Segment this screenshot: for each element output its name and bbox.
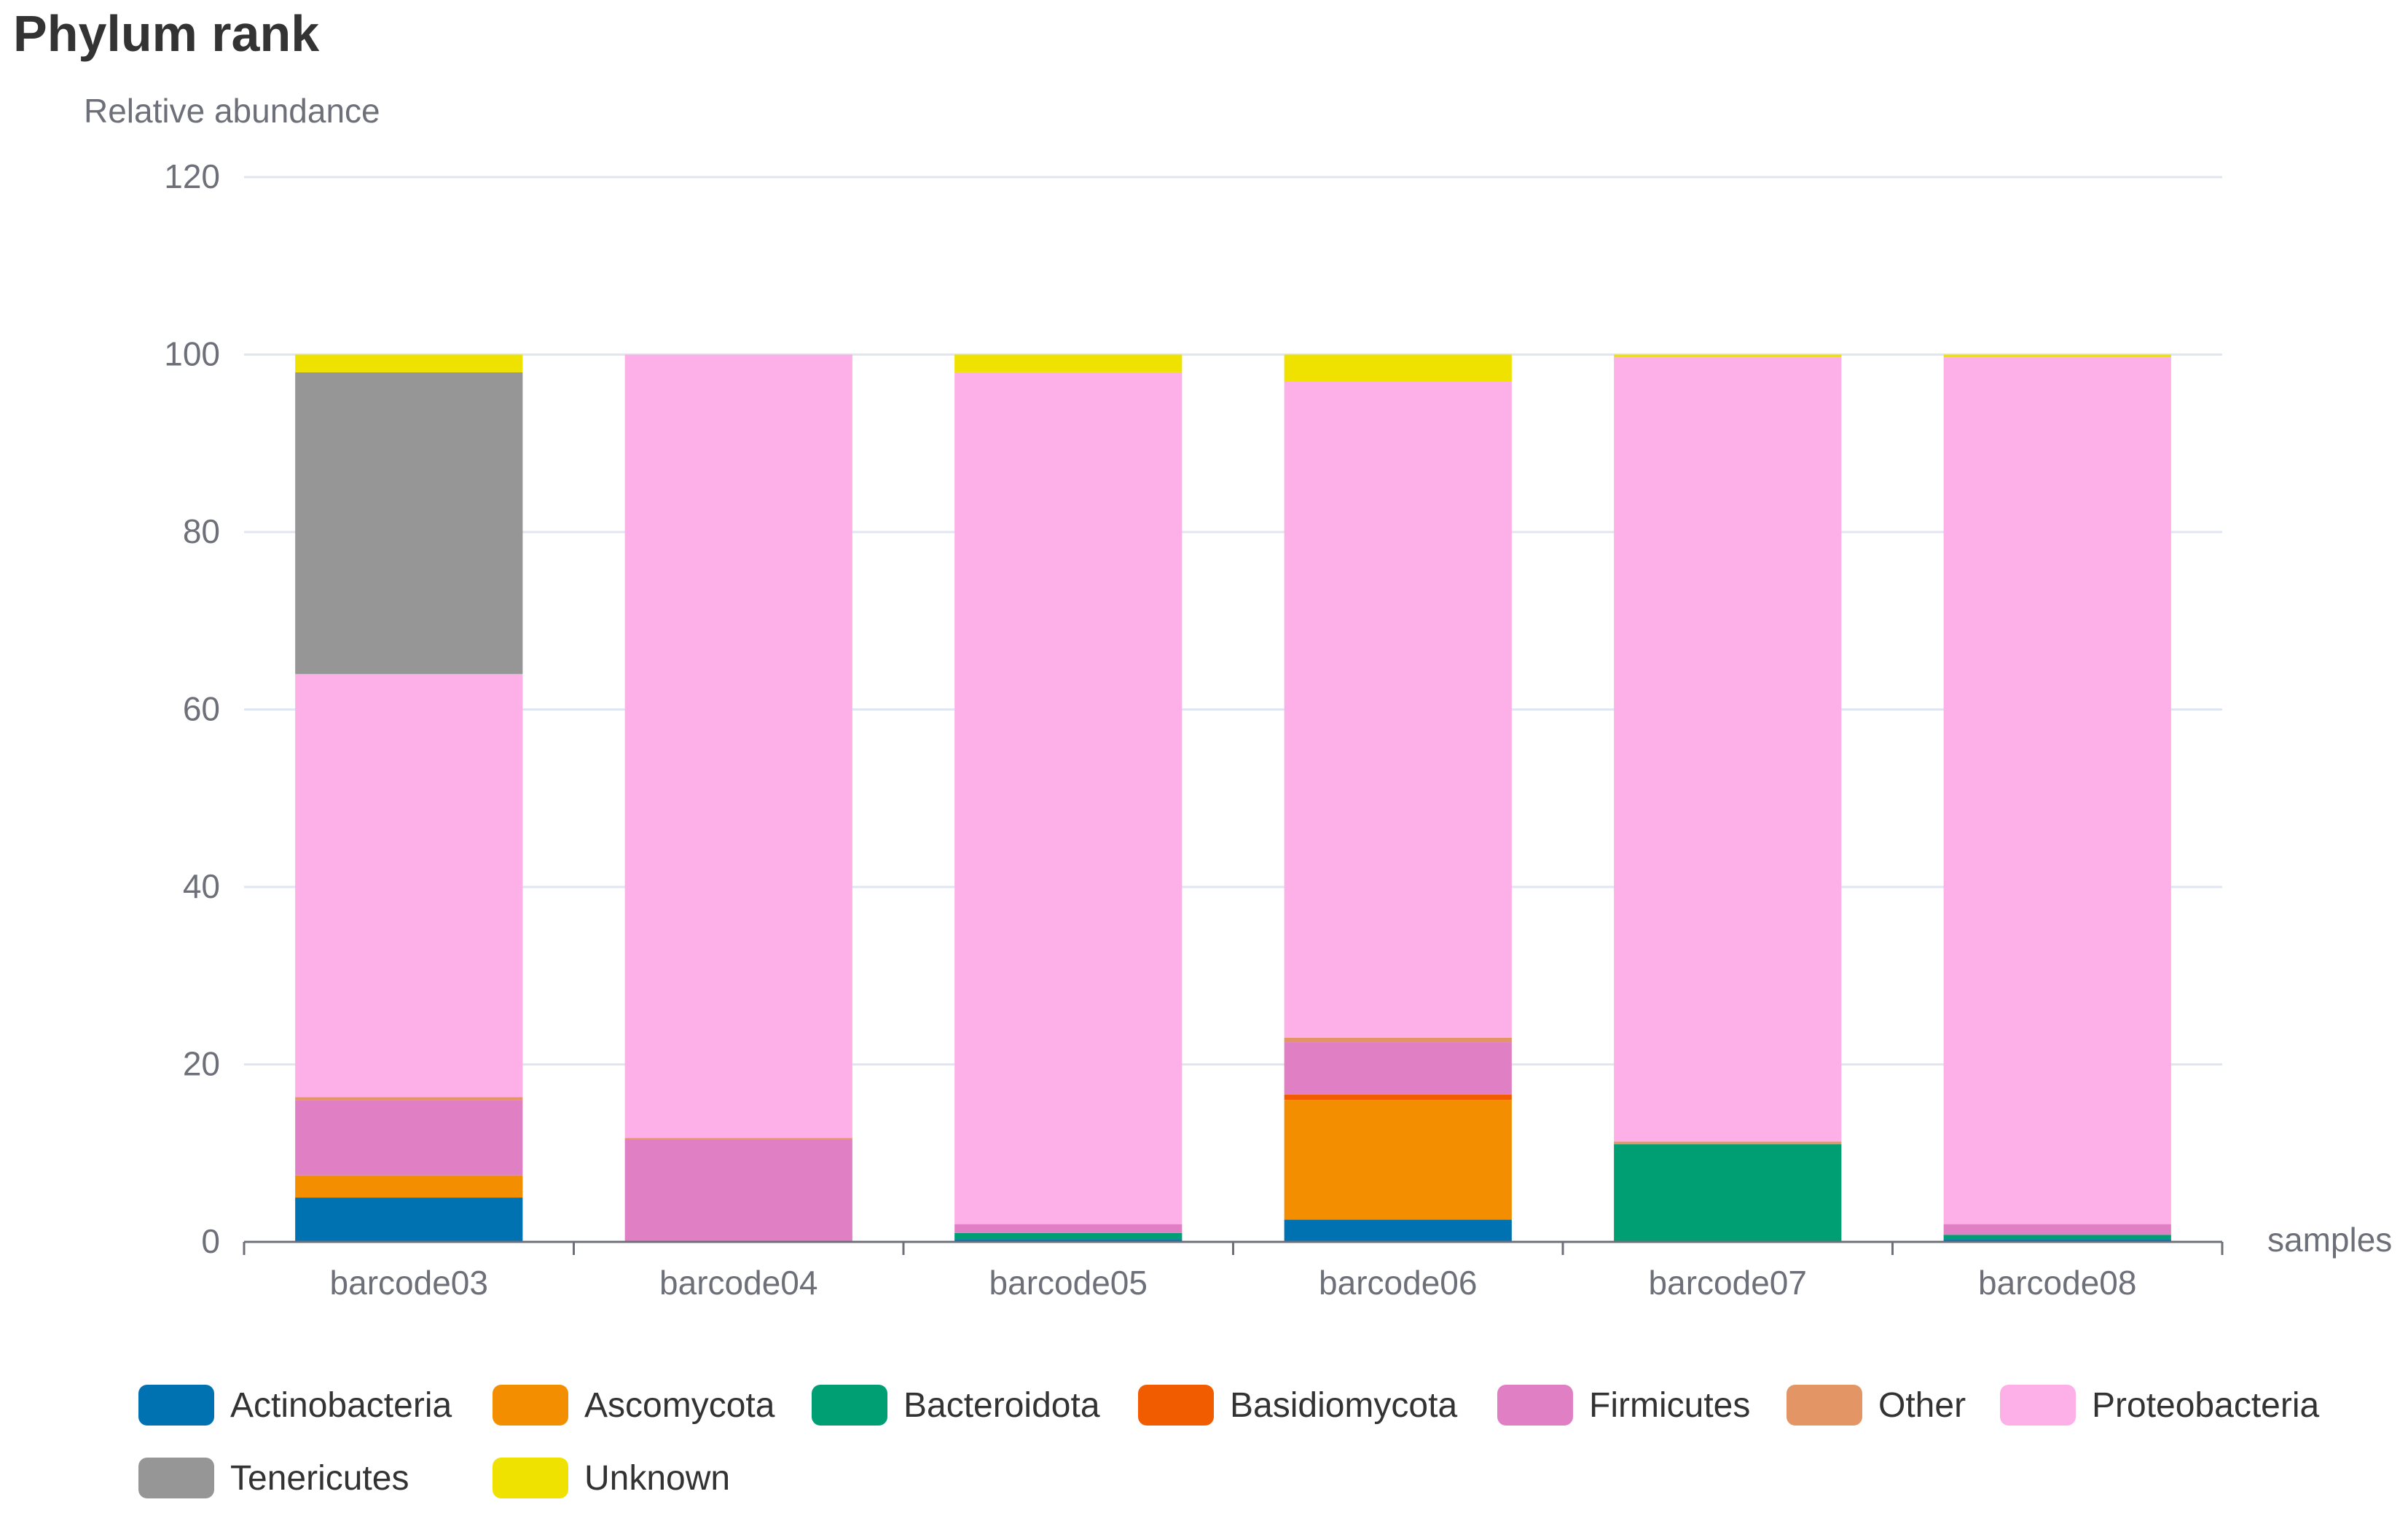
y-tick-label: 20 xyxy=(183,1045,220,1083)
y-tick-label: 120 xyxy=(164,157,220,195)
bar-proteobacteria-barcode06[interactable] xyxy=(1284,381,1512,1038)
x-axis xyxy=(243,1240,2224,1255)
bar-bacteroidota-barcode05[interactable] xyxy=(954,1232,1183,1240)
legend-label: Actinobacteria xyxy=(230,1386,452,1425)
legend-swatch xyxy=(138,1385,214,1426)
legend-swatch xyxy=(1787,1385,1862,1426)
bar-firmicutes-barcode04[interactable] xyxy=(624,1139,852,1242)
grid-lines xyxy=(244,176,2222,1066)
bar-firmicutes-barcode05[interactable] xyxy=(954,1224,1183,1233)
bar-other-barcode04[interactable] xyxy=(624,1138,852,1140)
x-tick-label: barcode06 xyxy=(1319,1264,1477,1302)
chart-title: Phylum rank xyxy=(13,5,319,62)
legend-item-ascomycota[interactable]: Ascomycota xyxy=(493,1385,775,1426)
legend-item-proteobacteria[interactable]: Proteobacteria xyxy=(2000,1385,2319,1426)
legend-item-actinobacteria[interactable]: Actinobacteria xyxy=(138,1385,452,1426)
y-tick-label: 40 xyxy=(183,867,220,905)
legend-label: Unknown xyxy=(584,1459,730,1498)
legend: Actinobacteria Ascomycota Bacteroidota Basi… xyxy=(138,1385,2319,1498)
bars xyxy=(295,354,2171,1242)
bar-firmicutes-barcode03[interactable] xyxy=(295,1100,523,1176)
legend-label: Basidiomycota xyxy=(1230,1386,1457,1425)
x-tick-label: barcode07 xyxy=(1649,1264,1807,1302)
bar-unknown-barcode07[interactable] xyxy=(1614,354,1842,358)
legend-item-other[interactable]: Other xyxy=(1787,1385,1966,1426)
legend-item-basidiomycota[interactable]: Basidiomycota xyxy=(1138,1385,1457,1426)
y-axis-label: Relative abundance xyxy=(84,92,380,130)
x-tick-label: barcode05 xyxy=(989,1264,1148,1302)
bar-basidiomycota-barcode06[interactable] xyxy=(1284,1094,1512,1100)
legend-label: Firmicutes xyxy=(1589,1386,1750,1425)
bar-proteobacteria-barcode07[interactable] xyxy=(1614,357,1842,1142)
bar-unknown-barcode06[interactable] xyxy=(1284,354,1512,382)
bar-ascomycota-barcode06[interactable] xyxy=(1284,1100,1512,1220)
bar-ascomycota-barcode03[interactable] xyxy=(295,1175,523,1198)
x-tick-label: barcode03 xyxy=(330,1264,488,1302)
bar-proteobacteria-barcode03[interactable] xyxy=(295,673,523,1098)
bar-actinobacteria-barcode03[interactable] xyxy=(295,1197,523,1242)
legend-swatch xyxy=(493,1385,568,1426)
legend-swatch xyxy=(1138,1385,1214,1426)
legend-item-tenericutes[interactable]: Tenericutes xyxy=(138,1458,409,1498)
bar-unknown-barcode05[interactable] xyxy=(954,354,1183,372)
y-tick-label: 0 xyxy=(201,1222,220,1260)
y-tick-label: 80 xyxy=(183,512,220,550)
legend-item-bacteroidota[interactable]: Bacteroidota xyxy=(812,1385,1100,1426)
legend-item-unknown[interactable]: Unknown xyxy=(493,1458,730,1498)
bar-unknown-barcode03[interactable] xyxy=(295,354,523,372)
bar-proteobacteria-barcode05[interactable] xyxy=(954,372,1183,1224)
legend-label: Tenericutes xyxy=(230,1459,409,1498)
bar-tenericutes-barcode03[interactable] xyxy=(295,372,523,674)
y-tick-labels: 0 20 40 60 80 100 120 xyxy=(164,157,220,1260)
legend-label: Ascomycota xyxy=(584,1386,775,1425)
bar-other-barcode06[interactable] xyxy=(1284,1037,1512,1043)
legend-swatch xyxy=(1497,1385,1573,1426)
legend-swatch xyxy=(2000,1385,2076,1426)
bar-actinobacteria-barcode06[interactable] xyxy=(1284,1219,1512,1242)
x-tick-label: barcode04 xyxy=(659,1264,817,1302)
x-tick-labels: barcode03 barcode04 barcode05 barcode06 barc… xyxy=(330,1264,2137,1302)
bar-other-barcode03[interactable] xyxy=(295,1097,523,1100)
legend-label: Bacteroidota xyxy=(903,1386,1100,1425)
legend-item-firmicutes[interactable]: Firmicutes xyxy=(1497,1385,1750,1426)
x-tick-label: barcode08 xyxy=(1978,1264,2136,1302)
bar-actinobacteria-barcode05[interactable] xyxy=(954,1239,1183,1242)
y-tick-label: 60 xyxy=(183,690,220,728)
legend-label: Other xyxy=(1878,1386,1966,1425)
bar-bacteroidota-barcode07[interactable] xyxy=(1614,1144,1842,1242)
bar-proteobacteria-barcode04[interactable] xyxy=(624,354,852,1138)
bar-firmicutes-barcode06[interactable] xyxy=(1284,1042,1512,1095)
legend-swatch xyxy=(138,1458,214,1498)
bar-unknown-barcode08[interactable] xyxy=(1943,354,2171,358)
legend-swatch xyxy=(812,1385,887,1426)
x-axis-label: samples xyxy=(2267,1221,2392,1259)
bar-other-barcode07[interactable] xyxy=(1614,1141,1842,1145)
bar-proteobacteria-barcode08[interactable] xyxy=(1943,357,2171,1224)
bar-firmicutes-barcode08[interactable] xyxy=(1943,1224,2171,1235)
bar-actinobacteria-barcode08[interactable] xyxy=(1943,1239,2171,1242)
y-tick-label: 100 xyxy=(164,335,220,373)
bar-bacteroidota-barcode08[interactable] xyxy=(1943,1235,2171,1240)
legend-swatch xyxy=(493,1458,568,1498)
legend-label: Proteobacteria xyxy=(2092,1386,2319,1425)
